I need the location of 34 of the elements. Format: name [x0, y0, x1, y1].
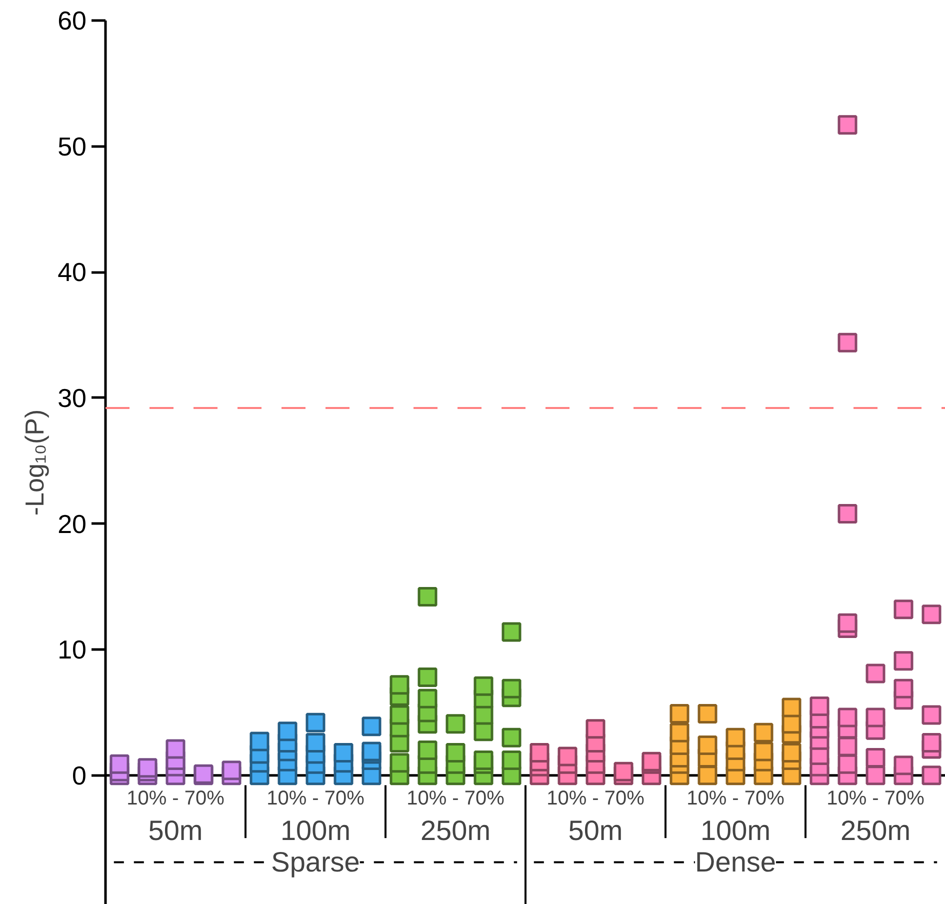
point — [838, 708, 858, 728]
point — [866, 664, 886, 684]
y-tick-label: 50 — [58, 131, 86, 162]
y-tick-label: 20 — [58, 508, 86, 539]
point — [222, 760, 242, 780]
y-axis-title: -Log₁₀(P) — [20, 409, 50, 516]
text: 100m — [280, 815, 351, 846]
point — [894, 651, 914, 671]
text: 10% - 70% — [826, 787, 925, 810]
text: Sparse — [271, 846, 360, 878]
y-tick-label: 30 — [58, 382, 86, 413]
y-tick-label: 60 — [58, 6, 86, 36]
point — [838, 332, 858, 352]
text: 10% - 70% — [686, 787, 785, 810]
point — [502, 622, 522, 642]
y-tick-label: 40 — [58, 257, 86, 288]
point — [418, 688, 438, 708]
y-tick-label: 10 — [58, 634, 86, 665]
point — [922, 604, 942, 624]
text: 10% - 70% — [266, 787, 365, 810]
point — [390, 675, 410, 695]
text: 100m — [700, 815, 771, 846]
y-tick-label: 0 — [72, 760, 87, 790]
text: 250m — [840, 815, 911, 846]
text: Dense — [695, 846, 776, 878]
point — [418, 668, 438, 688]
text: 50m — [148, 815, 203, 846]
point — [838, 115, 858, 135]
text: 10% - 70% — [546, 787, 645, 810]
text: 250m — [420, 815, 491, 846]
text: 50m — [568, 815, 623, 846]
text: 10% - 70% — [406, 787, 505, 810]
point — [474, 676, 494, 696]
text: 10% - 70% — [126, 787, 225, 810]
